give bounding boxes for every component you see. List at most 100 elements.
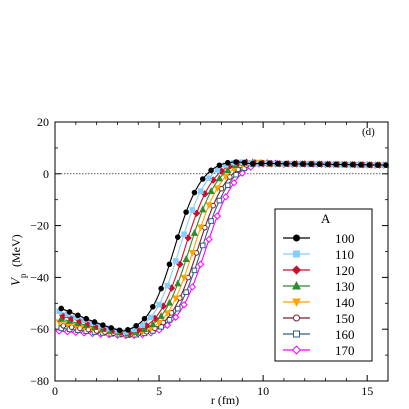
- data-point-100: [324, 161, 331, 168]
- data-point-170: [230, 179, 238, 187]
- data-point-160: [166, 317, 173, 323]
- data-point-100: [333, 161, 339, 168]
- legend-title: A: [321, 211, 331, 226]
- data-point-110: [172, 258, 179, 264]
- data-point-100: [291, 161, 298, 167]
- data-point-160: [208, 218, 214, 224]
- data-point-130: [157, 312, 165, 319]
- y-tick-label: −20: [30, 219, 49, 233]
- data-point-100: [208, 167, 214, 174]
- data-point-110: [156, 301, 162, 308]
- legend-item-160: 160: [283, 327, 355, 342]
- data-point-100: [158, 285, 164, 292]
- y-axis-label-main: V: [8, 276, 23, 286]
- legend-item-150: 150: [283, 311, 355, 326]
- data-point-100: [141, 315, 148, 322]
- data-point-110: [189, 207, 196, 213]
- data-point-100: [258, 160, 264, 167]
- y-axis-label-sub: p: [18, 273, 28, 278]
- legend-label: 160: [335, 327, 355, 342]
- data-point-130: [149, 320, 157, 328]
- data-point-130: [190, 228, 199, 236]
- data-point-100: [91, 319, 98, 325]
- y-tick-label: −60: [30, 322, 49, 336]
- data-point-140: [188, 249, 196, 257]
- data-point-140: [205, 202, 213, 210]
- data-point-100: [108, 325, 114, 331]
- legend-swatch-marker: [293, 330, 300, 338]
- data-point-100: [374, 162, 381, 168]
- legend-swatch-marker: [291, 265, 302, 275]
- legend-item-100: 100: [283, 231, 355, 246]
- data-point-160: [224, 182, 231, 189]
- data-point-170: [196, 260, 205, 268]
- series-layer: [55, 158, 390, 340]
- data-point-150: [60, 323, 67, 329]
- data-point-100: [224, 159, 231, 166]
- data-point-130: [182, 255, 190, 262]
- data-point-100: [316, 161, 323, 167]
- data-point-170: [180, 301, 188, 309]
- legend-label: 150: [335, 311, 355, 326]
- data-point-170: [238, 169, 247, 177]
- data-point-160: [191, 267, 198, 274]
- data-point-100: [341, 161, 348, 168]
- y-tick-label: −80: [30, 374, 49, 388]
- data-point-110: [206, 175, 212, 181]
- data-point-100: [308, 161, 314, 167]
- data-point-130: [174, 279, 182, 287]
- data-point-110: [197, 188, 204, 194]
- series-100: [58, 159, 389, 334]
- data-point-170: [205, 235, 213, 244]
- data-point-100: [283, 160, 289, 167]
- legend-label: 120: [335, 263, 355, 278]
- data-point-100: [299, 161, 306, 167]
- data-point-100: [199, 176, 206, 182]
- data-point-100: [58, 305, 65, 312]
- y-tick-label: −40: [30, 270, 49, 284]
- legend-item-170: 170: [283, 343, 355, 358]
- data-point-100: [358, 162, 364, 168]
- y-tick-label: 20: [37, 115, 49, 129]
- data-point-100: [191, 189, 198, 196]
- data-point-100: [116, 327, 123, 334]
- legend-swatch-marker: [293, 250, 300, 258]
- data-point-100: [241, 159, 248, 166]
- legend-swatch-marker: [292, 298, 301, 307]
- x-tick-label: 10: [257, 384, 269, 398]
- legend-swatch-marker: [292, 281, 301, 290]
- legend-label: 170: [335, 343, 355, 358]
- legend-label: 100: [335, 231, 355, 246]
- data-point-140: [180, 274, 188, 282]
- data-point-150: [210, 202, 216, 209]
- data-point-100: [266, 160, 273, 167]
- data-point-100: [183, 209, 189, 215]
- data-point-160: [216, 197, 223, 204]
- legend-swatch-marker: [291, 345, 302, 355]
- data-point-100: [174, 234, 181, 240]
- data-point-100: [83, 315, 90, 322]
- data-point-100: [100, 322, 106, 328]
- data-point-170: [213, 212, 222, 220]
- x-tick-label: 15: [361, 384, 373, 398]
- y-axis-label: V p (MeV): [8, 234, 28, 286]
- data-point-100: [216, 162, 223, 169]
- x-tick-label: 5: [156, 384, 162, 398]
- data-point-130: [224, 166, 232, 173]
- y-tick-label: 0: [43, 167, 49, 181]
- x-tick-label: 0: [52, 384, 58, 398]
- data-point-130: [140, 325, 149, 333]
- legend-item-130: 130: [283, 279, 355, 294]
- data-point-100: [75, 312, 81, 319]
- data-point-100: [383, 162, 389, 168]
- data-point-140: [197, 224, 205, 232]
- data-point-100: [366, 162, 373, 168]
- legend-item-140: 140: [283, 295, 355, 310]
- data-point-110: [147, 314, 154, 321]
- data-point-110: [164, 282, 171, 289]
- legend-swatch-marker: [293, 234, 300, 242]
- data-point-140: [155, 319, 163, 327]
- data-point-100: [133, 322, 139, 329]
